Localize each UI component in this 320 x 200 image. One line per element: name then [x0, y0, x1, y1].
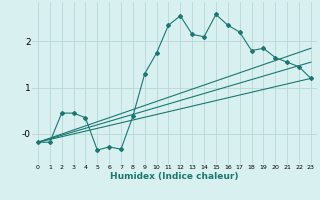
X-axis label: Humidex (Indice chaleur): Humidex (Indice chaleur) [110, 172, 239, 181]
